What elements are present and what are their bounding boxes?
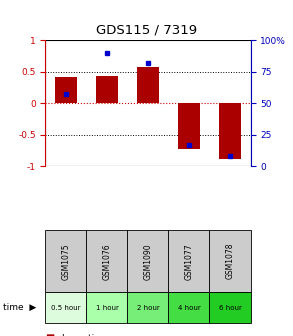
Text: 1 hour: 1 hour bbox=[96, 305, 118, 311]
Bar bbox=[137, 67, 159, 103]
Text: 4 hour: 4 hour bbox=[178, 305, 200, 311]
Bar bbox=[178, 103, 200, 149]
Text: 2 hour: 2 hour bbox=[137, 305, 159, 311]
Text: 6 hour: 6 hour bbox=[219, 305, 241, 311]
Bar bbox=[54, 77, 77, 103]
Text: GSM1076: GSM1076 bbox=[103, 243, 111, 280]
Text: GSM1077: GSM1077 bbox=[185, 243, 193, 280]
Bar bbox=[219, 103, 241, 159]
Bar bbox=[96, 76, 118, 103]
Text: log ratio: log ratio bbox=[62, 334, 99, 336]
Text: GDS115 / 7319: GDS115 / 7319 bbox=[96, 24, 197, 37]
Text: time  ▶: time ▶ bbox=[3, 303, 36, 312]
Text: ■: ■ bbox=[45, 333, 55, 336]
Text: GSM1075: GSM1075 bbox=[62, 243, 70, 280]
Text: GSM1078: GSM1078 bbox=[226, 243, 234, 280]
Text: GSM1090: GSM1090 bbox=[144, 243, 152, 280]
Text: 0.5 hour: 0.5 hour bbox=[51, 305, 81, 311]
